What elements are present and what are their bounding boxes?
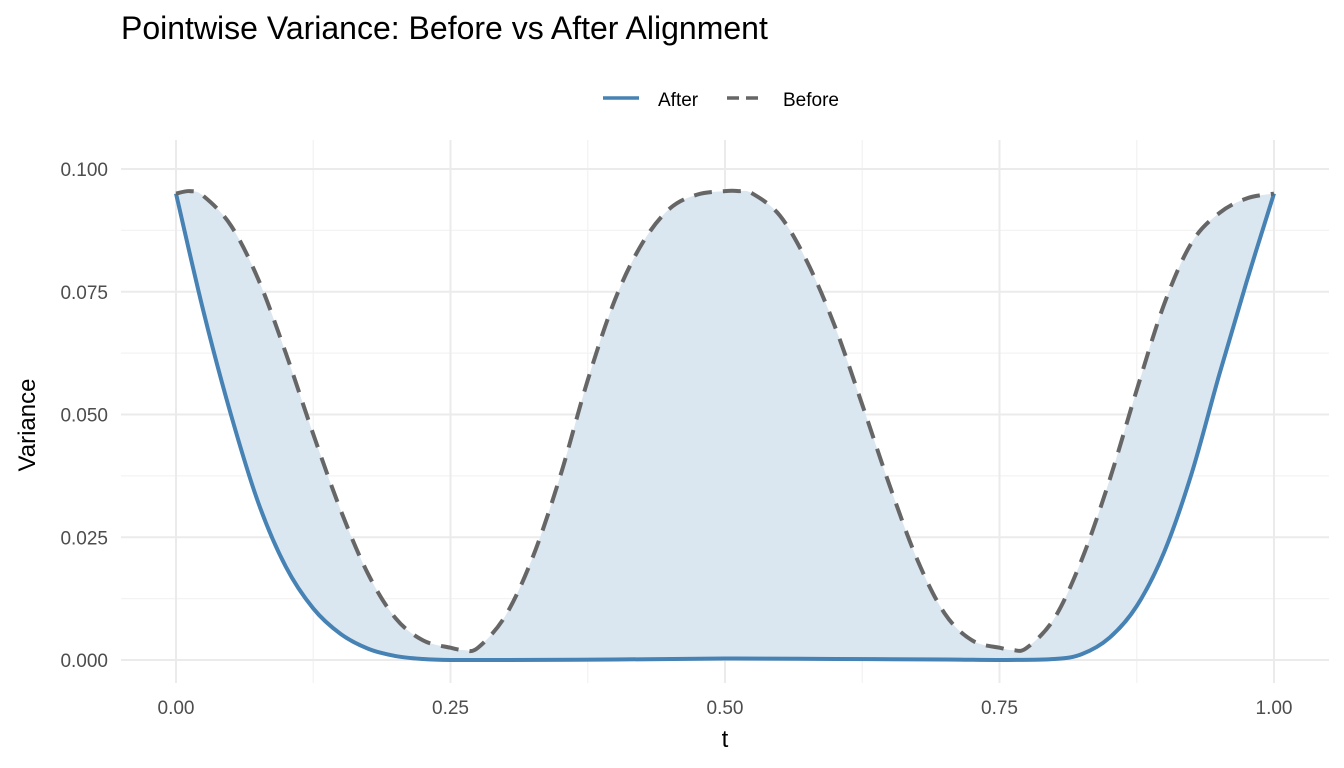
x-tick-label: 0.25 (432, 698, 469, 719)
series-layer (174, 188, 1276, 663)
y-tick-label: 0.000 (60, 651, 108, 672)
legend: After Before (603, 90, 839, 111)
legend-label-before: Before (783, 90, 839, 111)
y-tick-label: 0.050 (60, 406, 108, 427)
y-tick-label: 0.100 (60, 160, 108, 181)
x-tick-label: 0.00 (158, 698, 195, 719)
y-axis-ticks: 0.000 0.025 0.050 0.075 0.100 (60, 160, 108, 672)
series-line-after (174, 192, 1276, 663)
series-line-before (175, 188, 1275, 654)
x-axis-title: t (722, 726, 729, 753)
y-tick-label: 0.025 (60, 528, 108, 549)
x-tick-label: 0.50 (707, 698, 744, 719)
x-tick-label: 1.00 (1256, 698, 1293, 719)
x-axis-ticks: 0.00 0.25 0.50 0.75 1.00 (158, 698, 1293, 719)
x-tick-label: 0.75 (981, 698, 1018, 719)
y-axis-title: Variance (14, 379, 41, 472)
chart-title: Pointwise Variance: Before vs After Alig… (121, 10, 768, 46)
legend-label-after: After (658, 90, 699, 111)
y-tick-label: 0.075 (60, 283, 108, 304)
between-area-fill (176, 190, 1274, 661)
